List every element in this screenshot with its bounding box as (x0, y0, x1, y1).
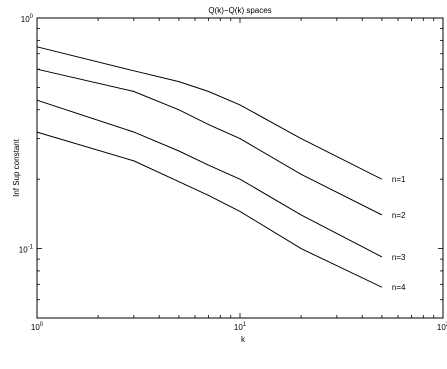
series-line-1 (36, 46, 383, 180)
chart-title: Q(k)−Q(k) spaces (208, 6, 271, 15)
series-label-2: n=2 (392, 211, 406, 220)
x-tick-label: 102 (437, 322, 447, 332)
series-labels: n=1 n=2 n=3 n=4 (392, 175, 406, 292)
series-line-3 (36, 99, 383, 258)
series-label-3: n=3 (392, 253, 406, 262)
series-lines (36, 46, 383, 288)
y-axis-label: Inf Sup constant (12, 138, 21, 197)
x-axis-label: k (241, 335, 246, 344)
y-tick-label: 100 (21, 14, 34, 24)
tick-labels: 100 101 102 100 10-1 (19, 14, 447, 332)
x-tick-label: 100 (31, 322, 44, 332)
series-label-1: n=1 (392, 175, 406, 184)
series-line-4 (36, 131, 383, 288)
series-label-4: n=4 (392, 283, 406, 292)
series-line-2 (36, 68, 383, 216)
axis-ticks (36, 17, 443, 319)
plot-frame (36, 17, 444, 319)
y-tick-label: 10-1 (19, 245, 34, 255)
x-tick-label: 101 (234, 322, 247, 332)
